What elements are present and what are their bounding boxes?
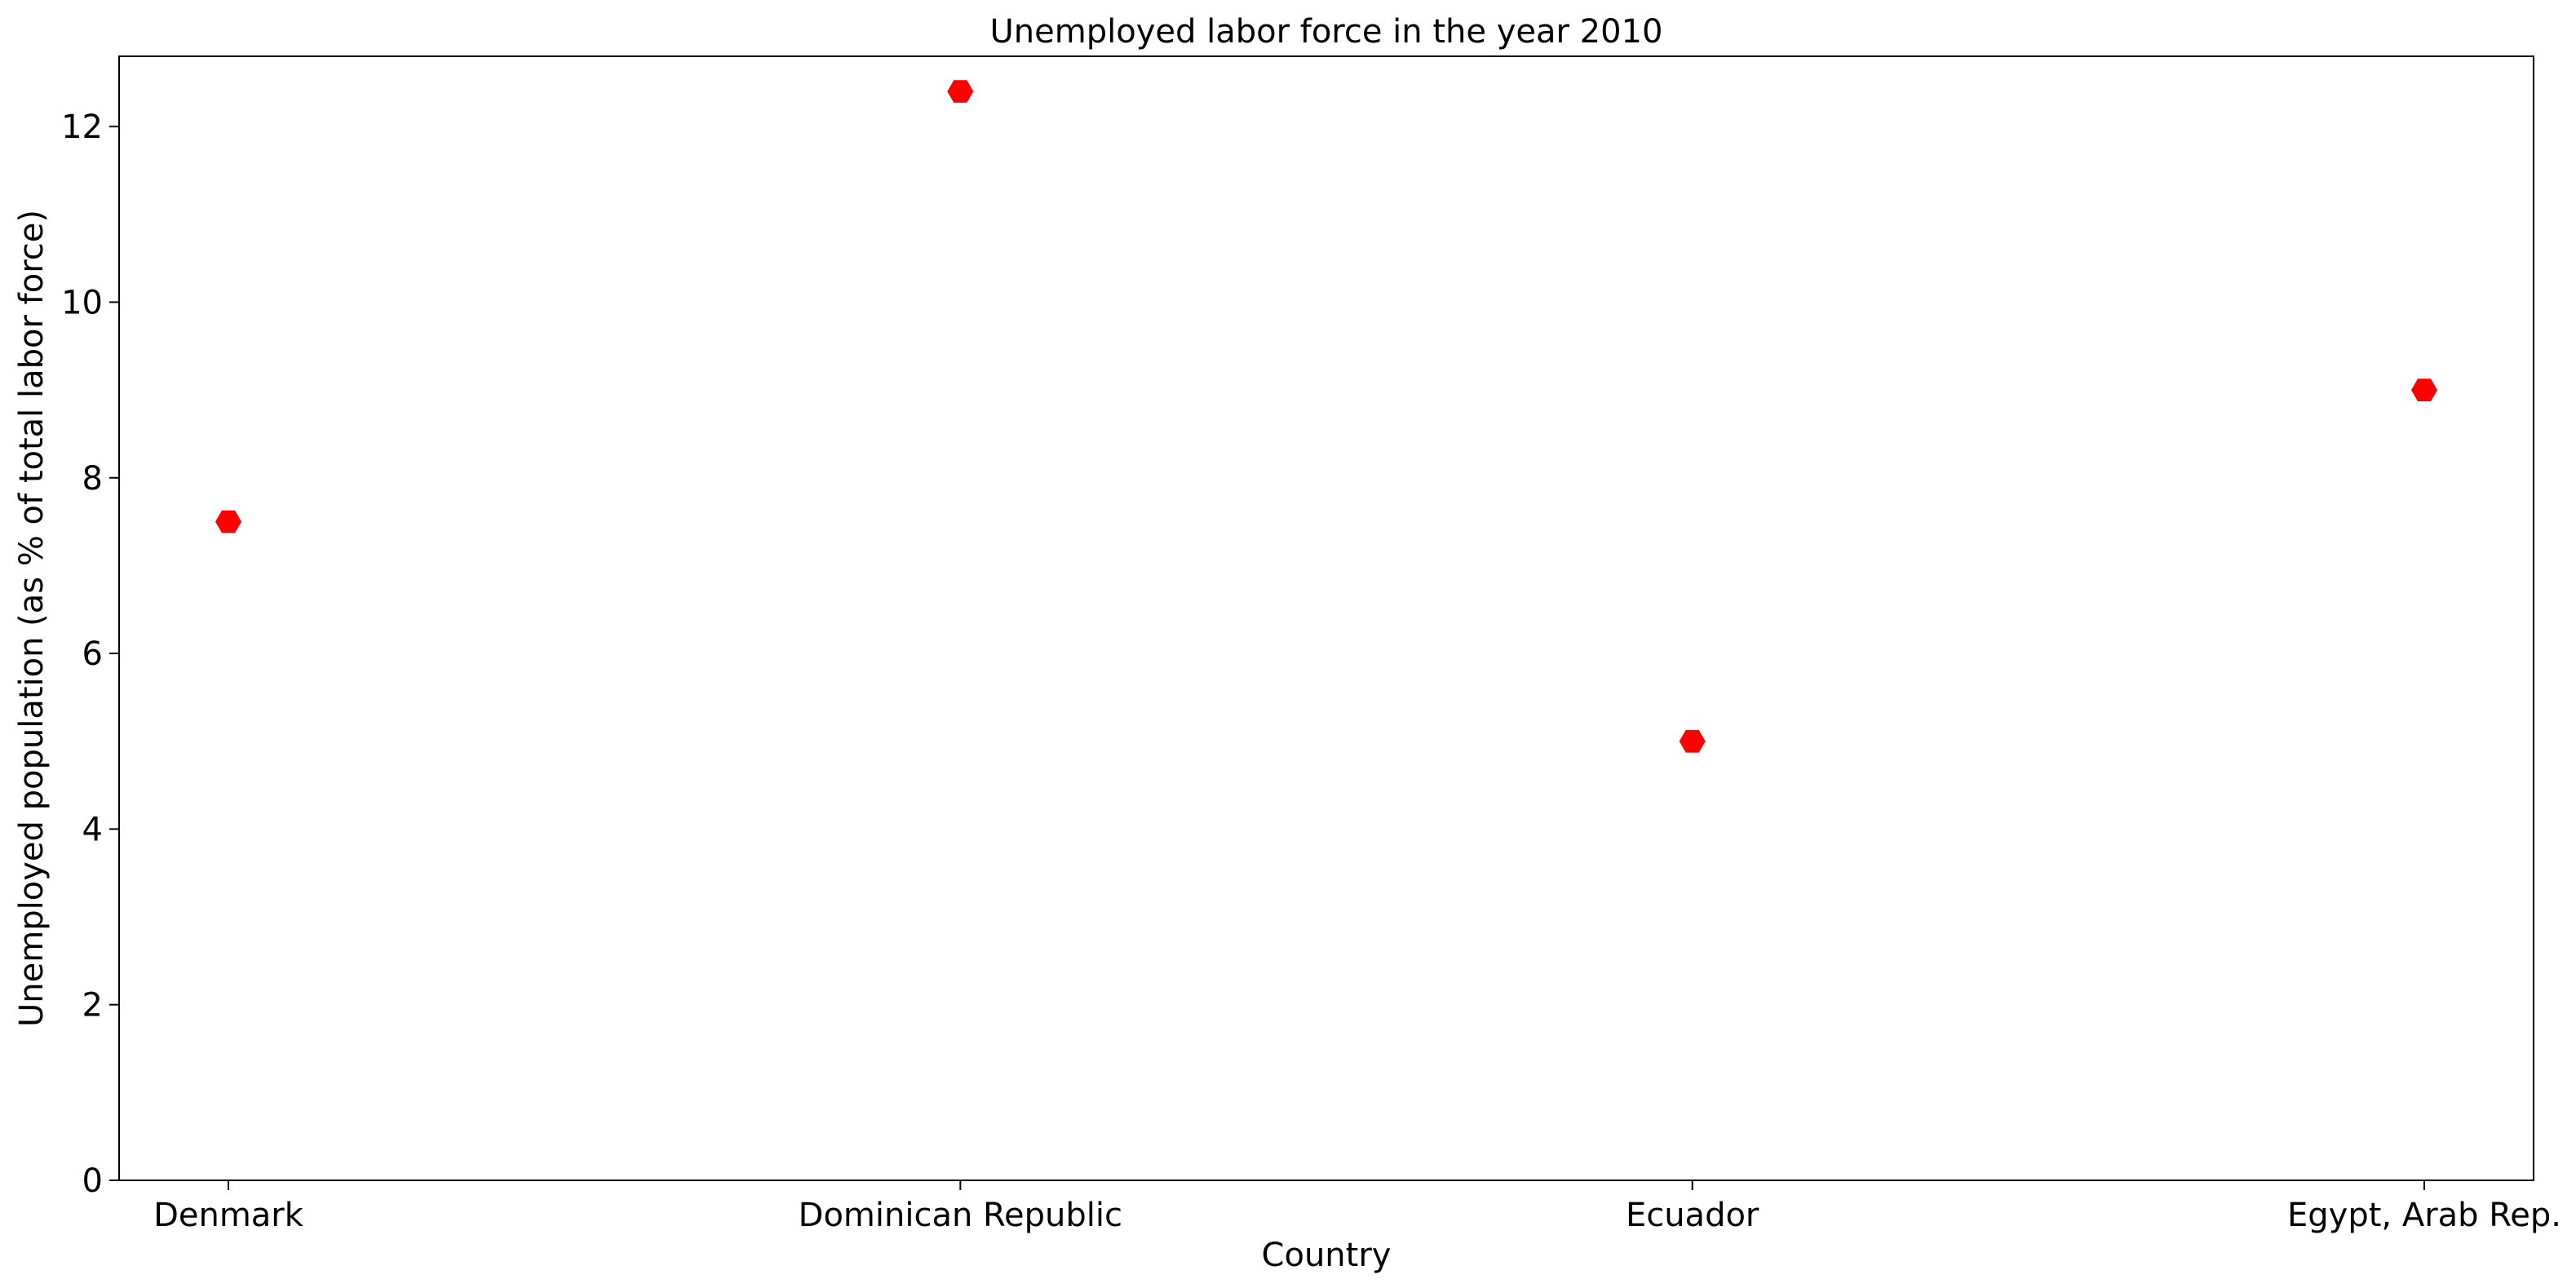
x-axis-ticks: Denmark Dominican Republic Ecuador Egypt, A…	[153, 1180, 2561, 1234]
data-point-ecuador	[1679, 729, 1706, 753]
x-axis-label: Country	[1262, 1237, 1392, 1274]
y-tick-label: 12	[61, 108, 103, 146]
y-axis-label: Unemployed population (as % of total lab…	[13, 210, 51, 1027]
data-point-egypt-arab-rep	[2411, 378, 2437, 401]
x-tick-label: Egypt, Arab Rep.	[2287, 1197, 2561, 1234]
chart-title: Unemployed labor force in the year 2010	[990, 13, 1663, 51]
plot-area-frame	[118, 55, 2534, 1181]
x-tick-label: Dominican Republic	[799, 1197, 1122, 1234]
y-tick-label: 4	[82, 811, 103, 848]
y-axis-ticks: 0 2 4 6 8 10 12	[61, 108, 119, 1200]
y-tick-label: 2	[82, 987, 103, 1025]
y-tick-label: 0	[82, 1162, 103, 1200]
data-point-dominican-republic	[947, 80, 974, 103]
data-points	[215, 80, 2437, 753]
y-tick-label: 8	[82, 460, 103, 498]
data-point-denmark	[215, 510, 241, 533]
x-tick-label: Denmark	[153, 1197, 304, 1234]
x-tick-label: Ecuador	[1626, 1197, 1759, 1234]
y-tick-label: 6	[82, 635, 103, 673]
y-tick-label: 10	[61, 284, 103, 321]
